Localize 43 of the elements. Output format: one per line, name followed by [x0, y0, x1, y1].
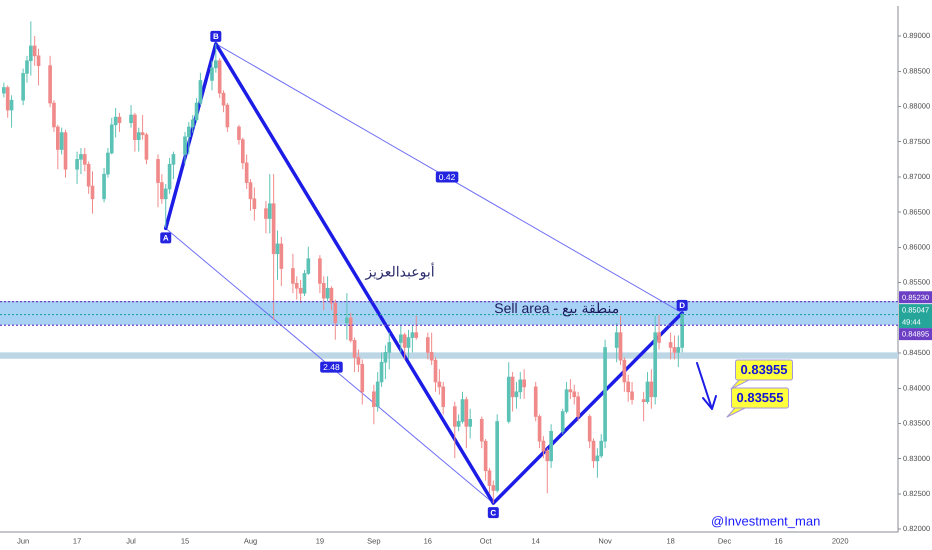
candlestick — [345, 292, 349, 340]
annotation: @Investment_man — [711, 514, 820, 529]
candlestick — [668, 332, 672, 360]
candlestick — [650, 368, 654, 410]
candlestick — [75, 151, 79, 185]
candlestick — [2, 82, 6, 98]
candlestick — [522, 368, 526, 400]
candlestick — [398, 325, 403, 353]
candlestick — [468, 408, 472, 439]
candlestick — [414, 315, 418, 340]
candlestick — [657, 314, 661, 350]
candlestick — [264, 200, 268, 234]
annotation: D — [679, 301, 686, 310]
candlestick — [452, 401, 457, 459]
candlestick — [291, 253, 295, 294]
candlestick — [642, 391, 646, 422]
candlestick — [646, 372, 650, 404]
candlestick — [60, 127, 64, 155]
annotation: 0.83955 — [740, 362, 788, 378]
candlestick — [298, 279, 302, 304]
candlestick — [326, 276, 330, 302]
band-label: Sell area - منطقة بيع — [494, 300, 620, 317]
candlestick — [614, 322, 618, 363]
annotation: أبوعبدالعزيز — [364, 262, 435, 281]
candlestick — [372, 384, 376, 425]
candlestick — [402, 332, 407, 360]
candlestick — [6, 84, 10, 118]
candlestick — [118, 112, 122, 132]
candlestick — [156, 154, 160, 208]
candlestick — [406, 329, 410, 360]
candlestick — [268, 174, 272, 234]
candlestick — [672, 334, 676, 360]
annotation: A — [162, 234, 169, 243]
candlestick — [129, 104, 133, 128]
candlestick — [10, 94, 14, 128]
annotation: B — [212, 32, 219, 42]
annotation: 0.83555 — [736, 390, 784, 406]
candlestick — [510, 372, 514, 412]
annotation: 0.42 — [438, 172, 456, 182]
annotation: C — [490, 508, 496, 518]
annotation: 2.48 — [323, 362, 340, 372]
candlestick — [276, 230, 280, 280]
candlestick — [136, 127, 141, 152]
